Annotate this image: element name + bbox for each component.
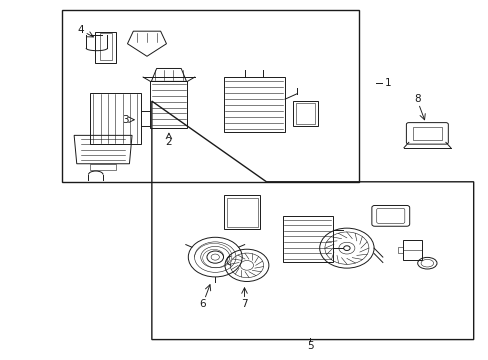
Bar	[90, 93, 141, 144]
Text: 8: 8	[413, 94, 420, 104]
Text: 7: 7	[241, 299, 247, 309]
Text: 5: 5	[306, 341, 313, 351]
Bar	[223, 77, 285, 132]
Bar	[150, 81, 187, 128]
Bar	[223, 195, 260, 229]
Bar	[283, 216, 332, 262]
Text: 6: 6	[199, 299, 206, 309]
Bar	[100, 33, 111, 60]
Text: 3: 3	[122, 115, 128, 125]
Bar	[397, 247, 402, 253]
Bar	[295, 103, 315, 124]
Bar	[412, 127, 441, 140]
Bar	[293, 102, 317, 126]
Text: 4: 4	[78, 25, 84, 35]
Text: 2: 2	[165, 137, 172, 147]
Bar	[94, 32, 116, 63]
Bar	[402, 240, 422, 260]
Bar	[61, 10, 358, 182]
Bar	[90, 164, 116, 170]
Text: 1: 1	[384, 78, 391, 88]
Bar	[226, 198, 257, 227]
